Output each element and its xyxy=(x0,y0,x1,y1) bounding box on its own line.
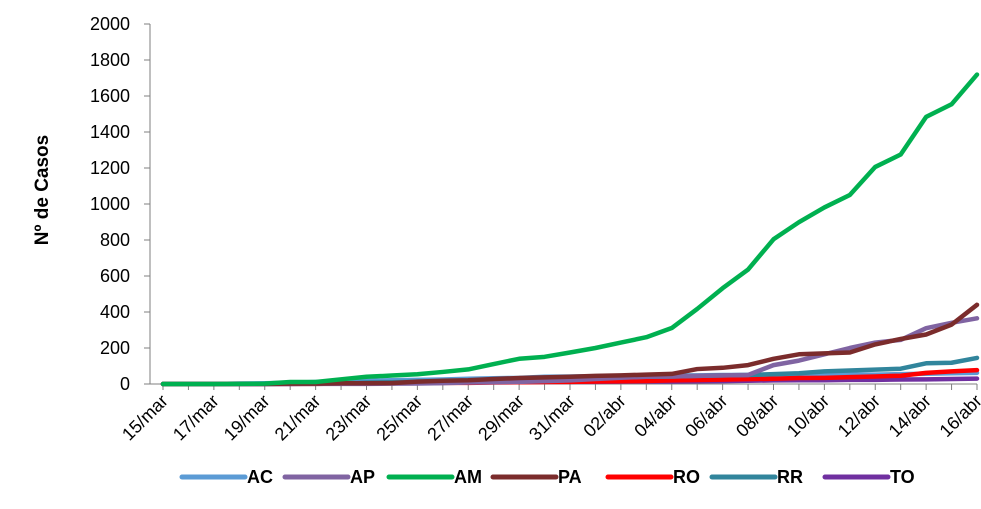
legend-label-ac: AC xyxy=(247,467,273,487)
y-tick-label: 600 xyxy=(100,266,130,286)
x-tick-label: 29/mar xyxy=(474,391,528,445)
x-tick-label: 17/mar xyxy=(169,391,223,445)
x-tick-label: 10/abr xyxy=(783,391,833,441)
x-tick-label: 14/abr xyxy=(885,391,935,441)
y-tick-label: 1400 xyxy=(90,122,130,142)
legend-label-rr: RR xyxy=(777,467,803,487)
x-tick-label: 06/abr xyxy=(681,391,731,441)
x-tick-label: 08/abr xyxy=(732,391,782,441)
legend-label-ro: RO xyxy=(673,467,700,487)
y-tick-label: 200 xyxy=(100,338,130,358)
y-tick-label: 1800 xyxy=(90,50,130,70)
y-tick-label: 1000 xyxy=(90,194,130,214)
y-tick-label: 1600 xyxy=(90,86,130,106)
x-tick-label: 27/mar xyxy=(423,391,477,445)
y-tick-label: 1200 xyxy=(90,158,130,178)
x-tick-label: 21/mar xyxy=(271,391,325,445)
legend-label-to: TO xyxy=(890,467,915,487)
y-tick-label: 800 xyxy=(100,230,130,250)
x-tick-label: 15/mar xyxy=(118,391,172,445)
x-tick-label: 31/mar xyxy=(525,391,579,445)
x-tick-label: 12/abr xyxy=(834,391,884,441)
x-tick-label: 19/mar xyxy=(220,391,274,445)
series-lines xyxy=(160,72,980,387)
y-tick-label: 400 xyxy=(100,302,130,322)
x-tick-label: 16/abr xyxy=(936,391,981,441)
x-tick-label: 04/abr xyxy=(630,391,680,441)
x-axis: 15/mar17/mar19/mar21/mar23/mar25/mar27/m… xyxy=(118,383,981,445)
y-tick-label: 2000 xyxy=(90,14,130,34)
y-tick-label: 0 xyxy=(120,374,130,394)
series-line-am xyxy=(160,72,980,387)
y-axis: 0 200 400 600 800 1000 1200 1400 1600 1800 2000 xyxy=(90,14,151,394)
legend-label-pa: PA xyxy=(558,467,582,487)
legend: AC AP AM PA RO RR TO xyxy=(179,467,915,487)
y-axis-title: Nº de Casos xyxy=(32,135,53,245)
x-tick-label: 25/mar xyxy=(372,391,426,445)
x-tick-label: 02/abr xyxy=(579,391,629,441)
x-tick-label: 23/mar xyxy=(322,391,376,445)
legend-label-ap: AP xyxy=(350,467,375,487)
legend-label-am: AM xyxy=(454,467,482,487)
